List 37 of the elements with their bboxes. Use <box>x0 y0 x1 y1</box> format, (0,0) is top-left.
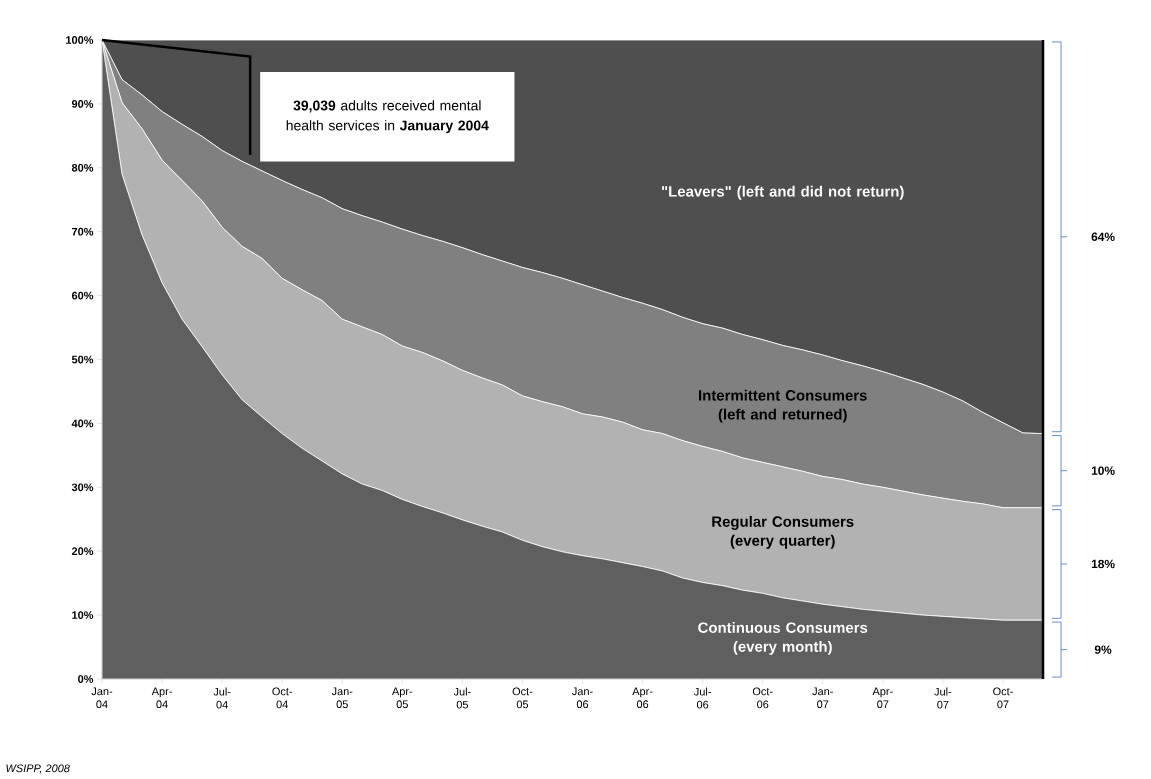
x-tick-label: Apr-07 <box>872 687 893 709</box>
y-tick-label: 40% <box>71 419 94 428</box>
annotation: 39,039 adults received mental health services in January 2004 <box>286 100 489 134</box>
y-tick-label: 30% <box>71 483 94 492</box>
y-tick-label: 80% <box>71 163 94 172</box>
y-tick-label: 60% <box>71 291 94 300</box>
text: WSIPP, 2008 <box>6 764 70 774</box>
text: 18% <box>1091 559 1115 569</box>
y-tick-label: 100% <box>66 36 94 44</box>
text: 10% <box>1091 466 1115 475</box>
x-tick-label: Apr-06 <box>632 687 653 709</box>
y-tick-label: 70% <box>72 227 94 236</box>
series-label: Intermittent Consumers (left and returned) <box>699 389 867 423</box>
text: 64% <box>1091 232 1115 242</box>
y-tick-label: 50% <box>71 355 94 364</box>
text: 9% <box>1094 645 1112 654</box>
y-tick-label: 0% <box>78 675 94 683</box>
x-tick-label: Apr-05 <box>391 687 413 709</box>
x-tick-label: Apr-04 <box>151 687 172 709</box>
x-tick-label: Oct-06 <box>752 687 773 709</box>
x-tick-label: Jan-05 <box>331 687 353 709</box>
y-tick-label: 90% <box>71 100 94 108</box>
x-tick-label: Jul-04 <box>213 687 231 709</box>
x-tick-label: Oct-04 <box>272 687 293 709</box>
x-tick-label: Oct-05 <box>512 687 533 709</box>
x-tick-label: Jan-06 <box>572 687 593 709</box>
series-label: Regular Consumers (every quarter) <box>712 515 854 549</box>
x-tick-label: Jan-04 <box>91 687 113 709</box>
x-tick-label: Oct-07 <box>993 687 1013 709</box>
x-tick-label: Jul-06 <box>693 687 711 709</box>
x-tick-label: Jan-07 <box>812 687 833 709</box>
x-tick-label: Jul-05 <box>453 687 471 709</box>
x-tick-label: Jul-07 <box>934 687 952 709</box>
series-label: Continuous Consumers (every month) <box>698 621 868 655</box>
y-tick-label: 20% <box>71 547 94 556</box>
series-label: "Leavers" (left and did not return) <box>662 185 904 200</box>
y-tick-label: 10% <box>72 611 94 619</box>
